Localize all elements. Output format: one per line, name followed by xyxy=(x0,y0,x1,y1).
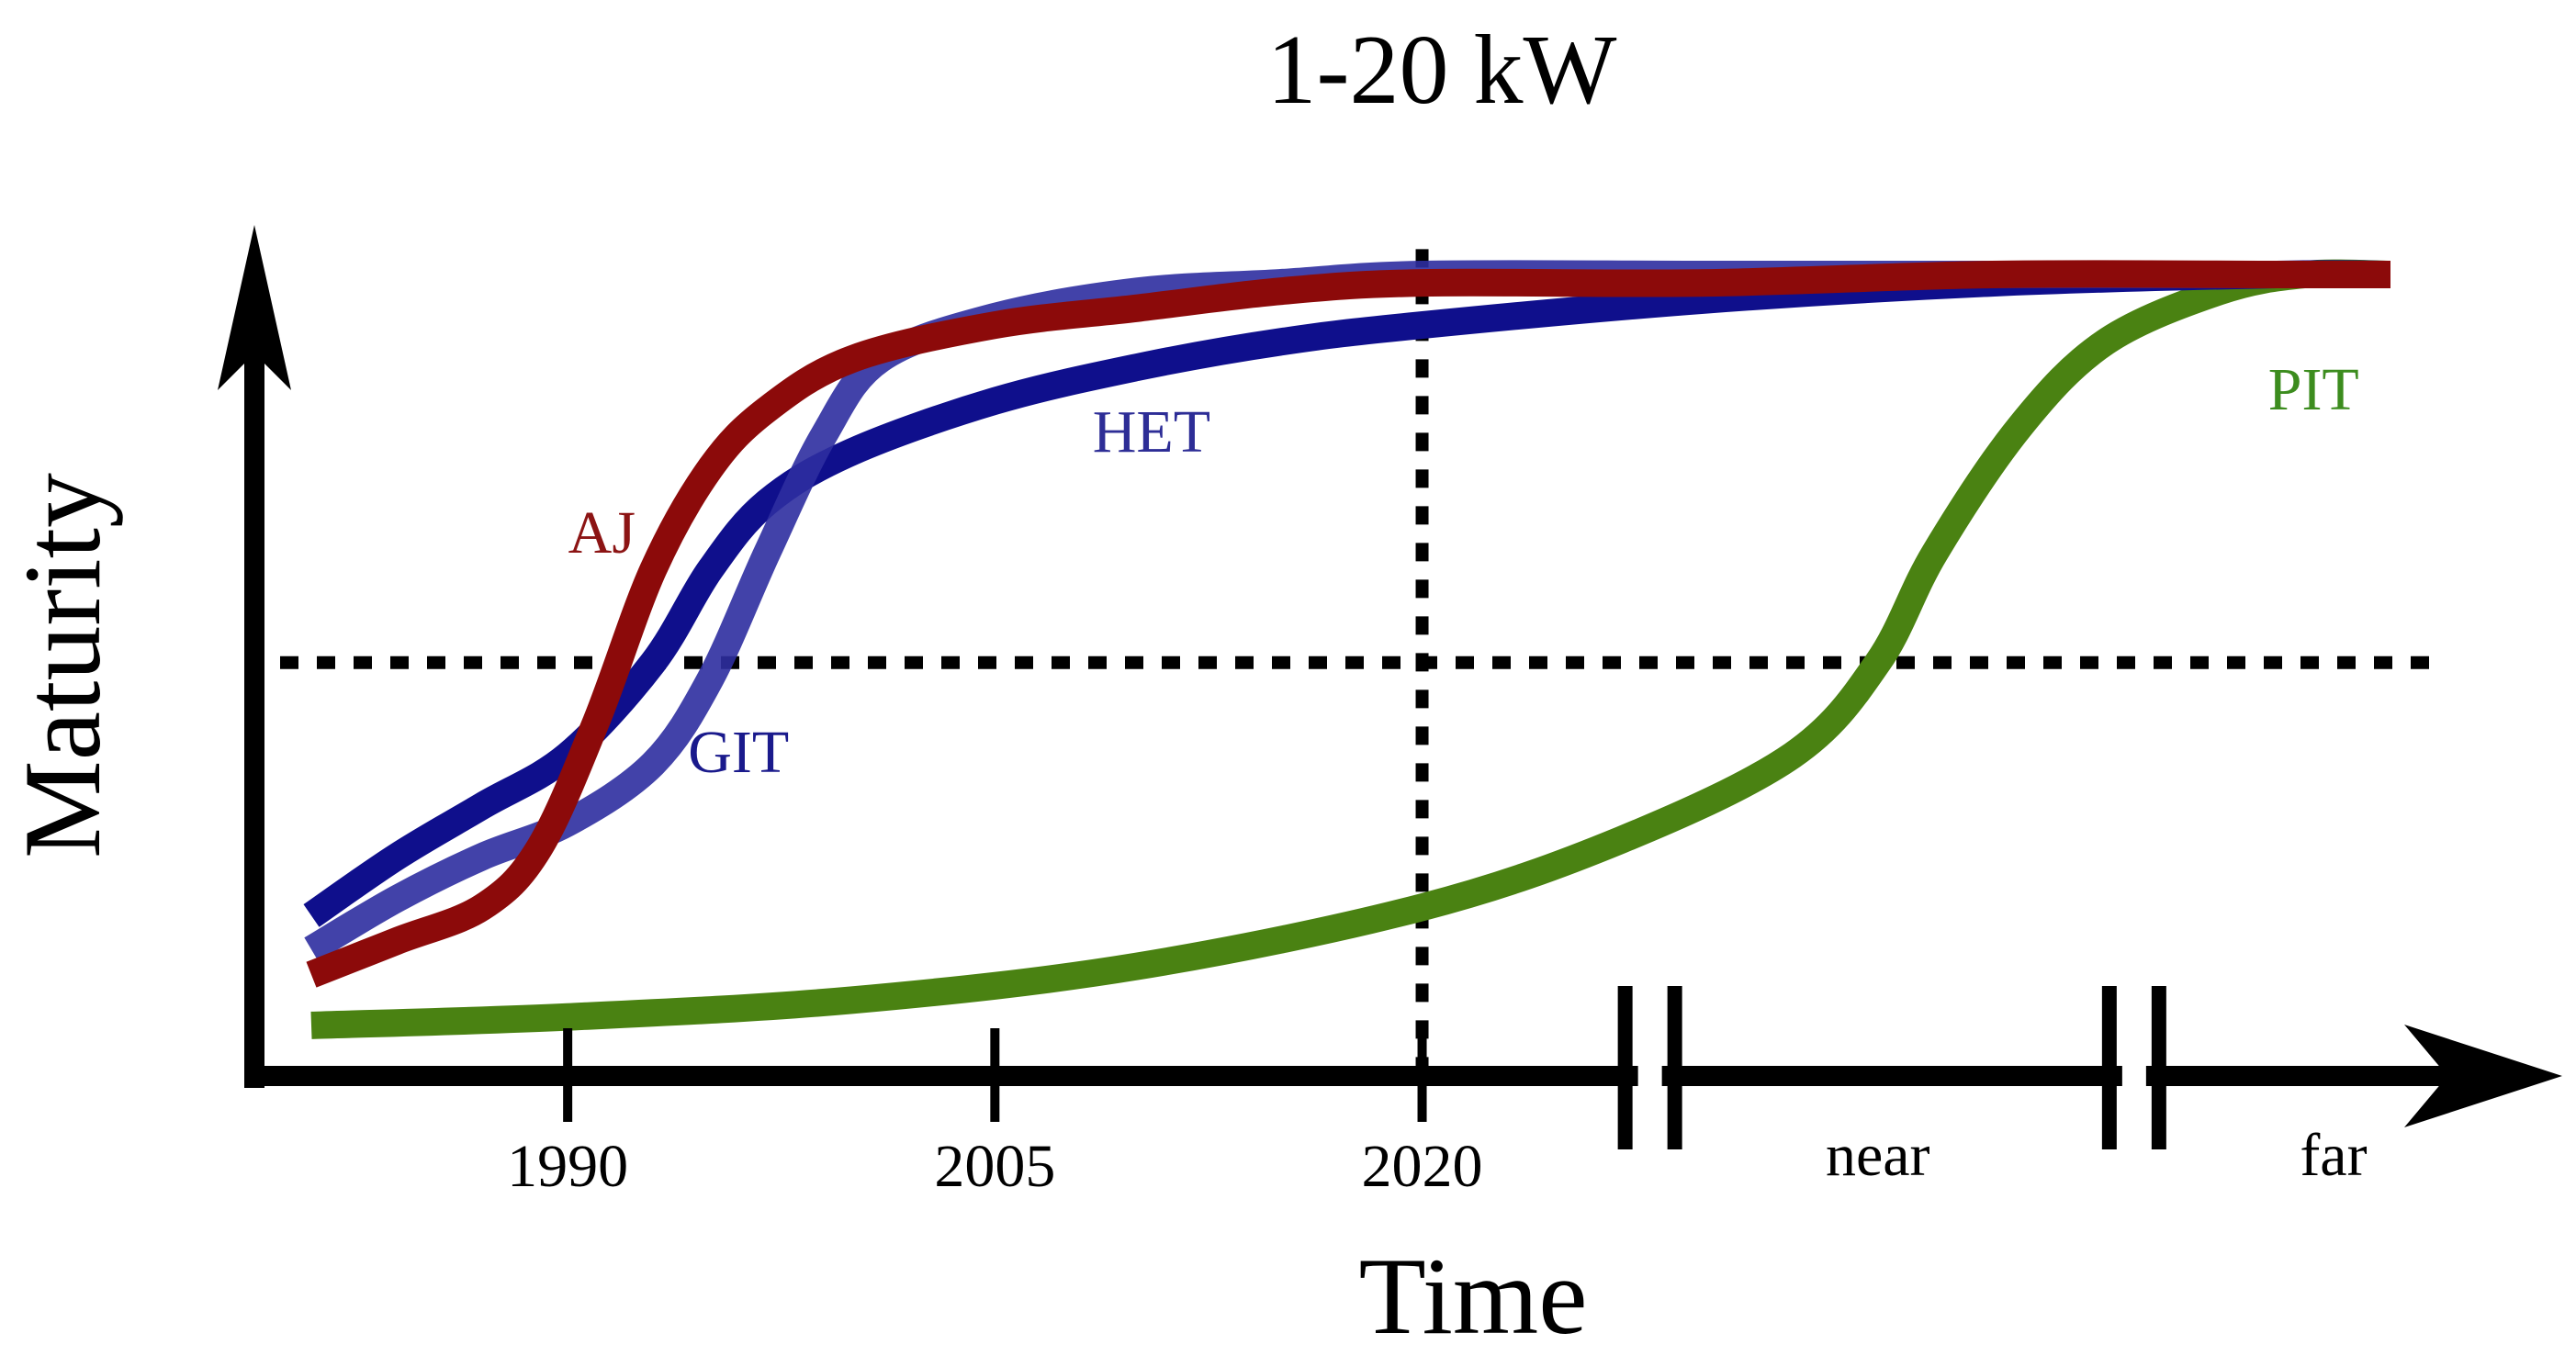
series-labels: HET GIT AJ PIT xyxy=(568,356,2359,786)
y-axis-title: Maturity xyxy=(1,473,123,858)
x-tick-label-2005: 2005 xyxy=(934,1133,1055,1200)
x-axis-breaks xyxy=(1617,986,2166,1149)
x-axis-title: Time xyxy=(1358,1235,1587,1357)
series-label-git: GIT xyxy=(688,719,789,786)
axis-break-gap xyxy=(2121,1061,2146,1091)
chart-title: 1-20 kW xyxy=(1267,16,1617,125)
reference-lines xyxy=(280,249,2447,1083)
axes xyxy=(218,225,2562,1127)
x-tick-label-1990: 1990 xyxy=(507,1133,628,1200)
series-line-aj xyxy=(306,260,2390,988)
series-line-pit xyxy=(310,259,2391,1039)
x-tick-label-2020: 2020 xyxy=(1362,1133,1483,1200)
x-region-label-near: near xyxy=(1826,1122,1930,1189)
x-axis-ticks xyxy=(563,1028,1427,1122)
series-label-het: HET xyxy=(1093,398,1210,465)
x-axis-arrowhead xyxy=(2404,1025,2562,1127)
x-region-label-far: far xyxy=(2300,1122,2367,1189)
series-layer xyxy=(303,259,2391,1039)
series-label-pit: PIT xyxy=(2268,356,2359,423)
axis-break-gap xyxy=(1637,1061,1662,1091)
x-tick-labels: 1990 2005 2020 near far xyxy=(507,1122,2367,1200)
series-label-aj: AJ xyxy=(568,499,636,566)
y-axis-arrowhead xyxy=(218,225,291,390)
